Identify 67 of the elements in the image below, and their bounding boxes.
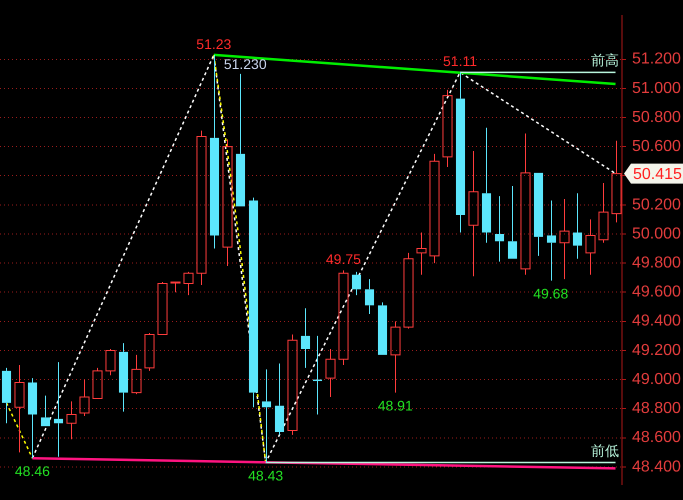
candlestick — [338, 270, 349, 366]
candlestick — [66, 400, 77, 440]
candlestick — [442, 89, 453, 168]
y-tick-label: 50.200 — [632, 196, 682, 214]
candlestick — [325, 348, 336, 398]
annotation: 49.68 — [533, 285, 568, 302]
candlestick — [274, 363, 284, 436]
candlestick — [262, 368, 272, 464]
candlestick — [378, 302, 388, 355]
y-tick-label: 49.000 — [632, 370, 682, 388]
y-tick-label: 49.800 — [632, 254, 682, 272]
candlestick — [40, 395, 50, 426]
y-tick-label: 50.800 — [632, 108, 682, 126]
candlestick — [79, 379, 90, 416]
candlestick — [300, 308, 310, 368]
candlestick — [352, 271, 362, 296]
annotation: 49.75 — [326, 251, 362, 268]
candlestick — [572, 192, 582, 260]
candlestick — [585, 218, 596, 276]
candlestick — [468, 150, 479, 277]
y-tick-label: 51.000 — [632, 80, 682, 97]
candlestick — [429, 153, 440, 264]
candlestick — [118, 342, 128, 412]
y-tick-label: 48.800 — [632, 400, 682, 418]
annotation: 51.23 — [196, 36, 232, 52]
candlestick — [508, 185, 518, 259]
candlestick — [546, 200, 556, 282]
annotation: 51.230 — [224, 56, 267, 72]
annotation: 48.91 — [378, 398, 413, 414]
candlestick — [416, 232, 427, 276]
candlestick — [494, 196, 504, 262]
y-tick-label: 50.000 — [632, 225, 682, 242]
y-tick-label: 49.200 — [632, 342, 682, 359]
annotation: 48.46 — [14, 463, 50, 480]
y-tick-label: 51.200 — [632, 50, 682, 68]
candlestick — [390, 320, 401, 394]
annotation: 51.11 — [443, 53, 478, 70]
candlestick — [364, 278, 374, 315]
candlestick — [598, 182, 609, 244]
candlestick — [559, 198, 570, 280]
text: 50.415 — [633, 166, 682, 183]
candlestick — [222, 138, 233, 267]
candlestick — [131, 354, 142, 395]
candlestick — [54, 362, 64, 458]
candlestick — [482, 127, 492, 244]
y-tick-label: 49.400 — [632, 312, 682, 330]
candlestick — [287, 334, 298, 436]
y-tick-label: 50.600 — [632, 138, 682, 156]
candlestick — [28, 378, 38, 459]
candlestick — [196, 130, 207, 286]
candlestick — [170, 282, 181, 293]
annotation: 48.43 — [248, 467, 284, 484]
y-tick-label: 49.600 — [632, 284, 682, 301]
series-label: 前高 — [591, 52, 619, 68]
y-tick-label: 48.400 — [632, 458, 682, 476]
candlestick — [14, 364, 25, 453]
series-label: 前低 — [591, 442, 619, 458]
candlestick — [520, 133, 531, 276]
candlestick — [2, 367, 12, 424]
candlestick — [312, 335, 322, 416]
candlestick — [236, 73, 246, 206]
candlestick — [210, 54, 220, 250]
candlestick — [248, 197, 258, 408]
candlestick — [456, 72, 466, 234]
y-tick-label: 48.600 — [632, 429, 682, 446]
candlestick — [534, 172, 544, 256]
candlestick — [183, 271, 194, 296]
